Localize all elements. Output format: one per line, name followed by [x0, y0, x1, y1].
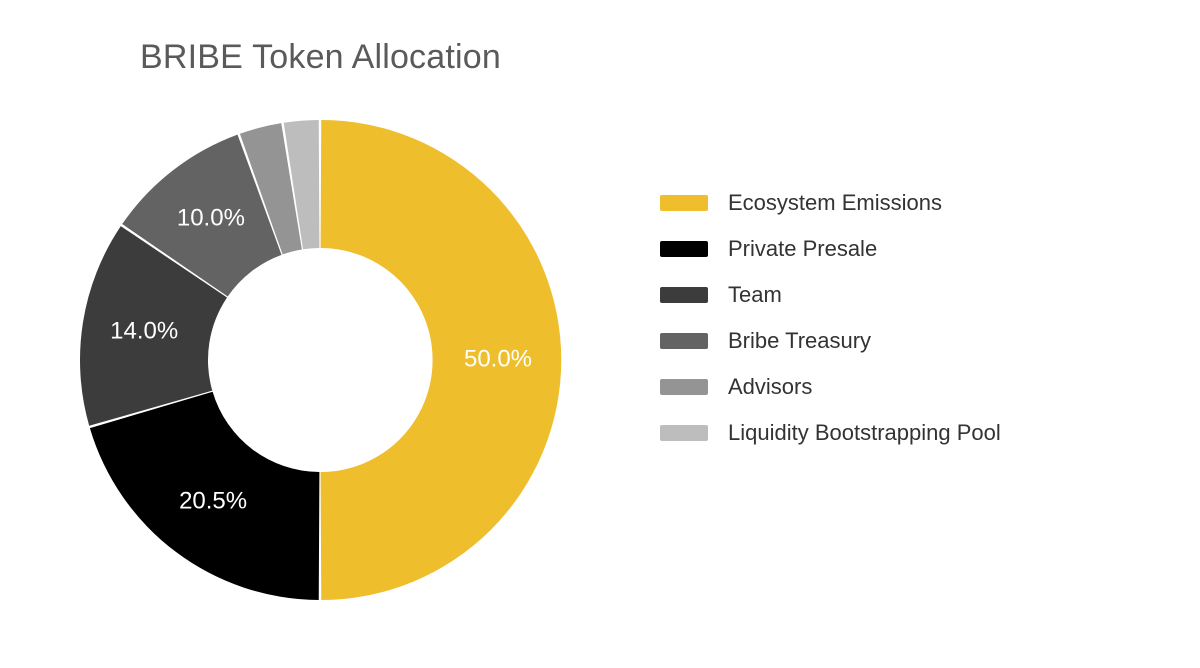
- donut-svg: 50.0% 20.5% 14.0% 10.0%: [60, 100, 580, 620]
- slice-pct-label: 14.0%: [110, 318, 178, 345]
- legend-swatch: [660, 425, 708, 441]
- legend-swatch: [660, 195, 708, 211]
- legend-swatch: [660, 241, 708, 257]
- slice-pct-label: 20.5%: [179, 488, 247, 515]
- legend-swatch: [660, 333, 708, 349]
- donut-chart: 50.0% 20.5% 14.0% 10.0%: [60, 100, 580, 620]
- legend: Ecosystem Emissions Private Presale Team…: [660, 180, 1001, 456]
- legend-label: Team: [728, 282, 782, 308]
- legend-label: Advisors: [728, 374, 812, 400]
- legend-item-bribe-treasury: Bribe Treasury: [660, 318, 1001, 364]
- legend-item-liquidity-bootstrapping-pool: Liquidity Bootstrapping Pool: [660, 410, 1001, 456]
- slice-pct-label: 50.0%: [464, 345, 532, 372]
- legend-label: Ecosystem Emissions: [728, 190, 942, 216]
- legend-label: Liquidity Bootstrapping Pool: [728, 420, 1001, 446]
- legend-swatch: [660, 379, 708, 395]
- legend-item-team: Team: [660, 272, 1001, 318]
- legend-swatch: [660, 287, 708, 303]
- legend-label: Private Presale: [728, 236, 877, 262]
- chart-stage: BRIBE Token Allocation 50.0% 20.5% 14.0% 10…: [0, 0, 1200, 668]
- legend-item-ecosystem-emissions: Ecosystem Emissions: [660, 180, 1001, 226]
- slice-pct-label: 10.0%: [177, 205, 245, 232]
- legend-item-private-presale: Private Presale: [660, 226, 1001, 272]
- legend-item-advisors: Advisors: [660, 364, 1001, 410]
- legend-label: Bribe Treasury: [728, 328, 871, 354]
- chart-title: BRIBE Token Allocation: [140, 38, 501, 77]
